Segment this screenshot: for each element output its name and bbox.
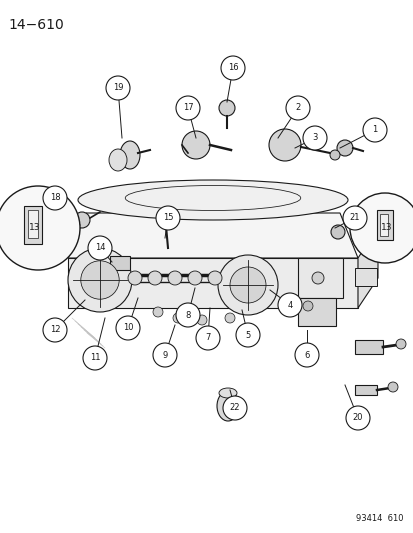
Circle shape	[81, 261, 119, 299]
Text: 14−610: 14−610	[8, 18, 64, 32]
Ellipse shape	[78, 180, 347, 220]
Circle shape	[395, 339, 405, 349]
Text: 9: 9	[162, 351, 167, 359]
Circle shape	[336, 140, 352, 156]
Bar	[24, 206, 42, 244]
Ellipse shape	[109, 149, 127, 171]
Text: 22: 22	[229, 403, 240, 413]
Text: 10: 10	[122, 324, 133, 333]
Circle shape	[294, 343, 318, 367]
Text: 14: 14	[95, 244, 105, 253]
Circle shape	[74, 212, 90, 228]
Bar	[354, 340, 382, 354]
Text: 8: 8	[185, 311, 190, 319]
Circle shape	[153, 307, 163, 317]
Text: 93414  610: 93414 610	[356, 514, 403, 523]
Circle shape	[221, 56, 244, 80]
Text: 1: 1	[371, 125, 377, 134]
Text: 7: 7	[205, 334, 210, 343]
Circle shape	[342, 206, 366, 230]
Bar	[297, 298, 335, 326]
Text: 13: 13	[380, 223, 392, 232]
Bar	[297, 258, 342, 298]
Circle shape	[223, 396, 247, 420]
Circle shape	[147, 271, 161, 285]
Circle shape	[207, 271, 221, 285]
Circle shape	[188, 271, 202, 285]
Circle shape	[311, 272, 323, 284]
Circle shape	[329, 150, 339, 160]
Text: 2: 2	[294, 103, 300, 112]
Circle shape	[387, 382, 397, 392]
Circle shape	[43, 318, 67, 342]
Circle shape	[302, 301, 312, 311]
Circle shape	[345, 406, 369, 430]
Circle shape	[156, 206, 180, 230]
Bar	[354, 385, 376, 395]
Circle shape	[218, 100, 235, 116]
Circle shape	[362, 118, 386, 142]
Circle shape	[83, 346, 107, 370]
Text: 5: 5	[245, 330, 250, 340]
Polygon shape	[357, 228, 377, 308]
Bar	[68, 258, 357, 308]
Circle shape	[330, 225, 344, 239]
Circle shape	[302, 126, 326, 150]
Bar	[110, 256, 130, 270]
Circle shape	[176, 96, 199, 120]
Text: 15: 15	[162, 214, 173, 222]
Text: 20: 20	[352, 414, 362, 423]
Circle shape	[176, 303, 199, 327]
Polygon shape	[68, 213, 357, 258]
Circle shape	[168, 271, 182, 285]
Circle shape	[218, 255, 277, 315]
Ellipse shape	[216, 391, 238, 421]
Circle shape	[68, 248, 132, 312]
Bar	[28, 210, 38, 238]
Ellipse shape	[218, 388, 236, 398]
Circle shape	[128, 271, 142, 285]
Circle shape	[116, 316, 140, 340]
Circle shape	[43, 186, 67, 210]
Circle shape	[224, 313, 235, 323]
Circle shape	[268, 129, 300, 161]
Bar	[354, 268, 376, 286]
Circle shape	[173, 313, 183, 323]
Text: 13: 13	[29, 223, 40, 232]
Text: 6: 6	[304, 351, 309, 359]
Circle shape	[285, 96, 309, 120]
Text: 4: 4	[287, 301, 292, 310]
Circle shape	[235, 323, 259, 347]
Circle shape	[153, 343, 177, 367]
Circle shape	[197, 315, 206, 325]
Ellipse shape	[120, 141, 140, 169]
Circle shape	[0, 186, 80, 270]
Text: 21: 21	[349, 214, 359, 222]
Text: 11: 11	[90, 353, 100, 362]
Circle shape	[106, 76, 130, 100]
Circle shape	[230, 267, 266, 303]
Text: 17: 17	[182, 103, 193, 112]
Text: 3: 3	[311, 133, 317, 142]
Circle shape	[277, 293, 301, 317]
Text: 16: 16	[227, 63, 238, 72]
Circle shape	[349, 193, 413, 263]
Circle shape	[88, 236, 112, 260]
Bar	[379, 214, 387, 236]
Circle shape	[195, 326, 219, 350]
Text: 18: 18	[50, 193, 60, 203]
Circle shape	[182, 131, 209, 159]
Bar	[376, 210, 392, 240]
Text: 12: 12	[50, 326, 60, 335]
Text: 19: 19	[112, 84, 123, 93]
